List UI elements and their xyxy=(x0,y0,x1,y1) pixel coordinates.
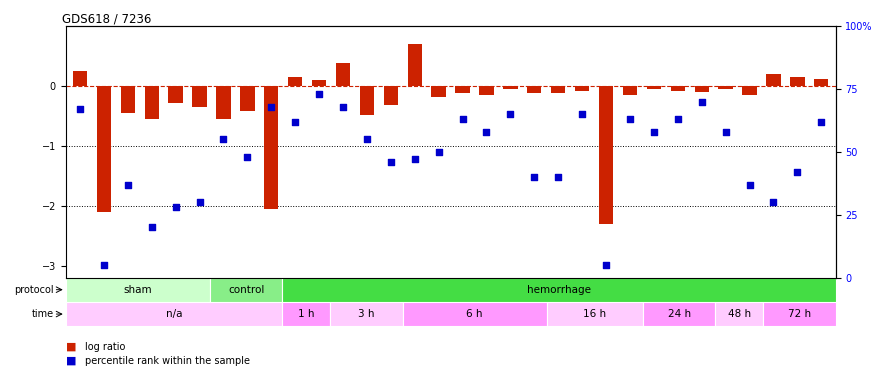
Bar xyxy=(790,77,804,86)
Bar xyxy=(455,86,470,93)
Bar xyxy=(210,278,282,302)
Point xyxy=(456,116,470,122)
Bar xyxy=(282,278,836,302)
Point xyxy=(264,104,278,110)
Bar xyxy=(575,86,590,91)
Bar xyxy=(288,77,303,86)
Bar xyxy=(97,86,111,212)
Bar xyxy=(480,86,494,95)
Point xyxy=(241,154,255,160)
Bar xyxy=(814,79,829,86)
Bar xyxy=(718,86,732,89)
Bar xyxy=(282,302,331,326)
Bar xyxy=(383,86,398,105)
Point xyxy=(431,149,445,155)
Bar xyxy=(360,86,374,115)
Point xyxy=(408,156,422,162)
Point xyxy=(551,174,565,180)
Bar xyxy=(431,86,446,97)
Text: n/a: n/a xyxy=(165,309,182,319)
Bar xyxy=(169,86,183,103)
Point xyxy=(144,224,158,230)
Bar xyxy=(598,86,613,224)
Bar xyxy=(551,86,565,93)
Point xyxy=(623,116,637,122)
Bar xyxy=(66,278,210,302)
Point xyxy=(192,199,206,205)
Bar xyxy=(647,86,661,89)
Point xyxy=(599,262,613,268)
Text: time: time xyxy=(31,309,53,319)
Point xyxy=(480,129,494,135)
Bar xyxy=(408,44,422,86)
Point xyxy=(743,182,757,188)
Point xyxy=(647,129,661,135)
Bar xyxy=(192,86,206,107)
Point xyxy=(312,91,326,97)
Text: ■: ■ xyxy=(66,356,76,366)
Point xyxy=(97,262,111,268)
Point xyxy=(360,136,374,142)
Bar xyxy=(766,74,780,86)
Point xyxy=(671,116,685,122)
Text: GDS618 / 7236: GDS618 / 7236 xyxy=(62,12,151,25)
Point xyxy=(73,106,87,112)
Bar xyxy=(623,86,637,95)
Bar xyxy=(121,86,135,113)
Bar xyxy=(264,86,278,209)
Text: 3 h: 3 h xyxy=(358,309,374,319)
Text: 24 h: 24 h xyxy=(668,309,690,319)
Point xyxy=(695,99,709,105)
Text: ■: ■ xyxy=(66,342,76,352)
Point xyxy=(336,104,350,110)
Bar xyxy=(763,302,836,326)
Text: 16 h: 16 h xyxy=(584,309,606,319)
Bar xyxy=(312,80,326,86)
Point xyxy=(528,174,542,180)
Bar xyxy=(716,302,763,326)
Bar xyxy=(216,86,231,119)
Bar xyxy=(527,86,542,93)
Point xyxy=(384,159,398,165)
Text: 1 h: 1 h xyxy=(298,309,314,319)
Point xyxy=(815,119,829,125)
Bar xyxy=(503,86,518,89)
Bar xyxy=(643,302,716,326)
Point xyxy=(121,182,135,188)
Bar xyxy=(695,86,709,92)
Bar xyxy=(402,302,547,326)
Point xyxy=(766,199,780,205)
Bar xyxy=(742,86,757,95)
Bar xyxy=(336,63,350,86)
Text: hemorrhage: hemorrhage xyxy=(527,285,591,295)
Text: log ratio: log ratio xyxy=(85,342,125,352)
Bar xyxy=(73,71,88,86)
Point xyxy=(503,111,517,117)
Text: 48 h: 48 h xyxy=(728,309,751,319)
Bar xyxy=(144,86,159,119)
Bar xyxy=(547,302,643,326)
Point xyxy=(288,119,302,125)
Bar xyxy=(241,86,255,111)
Text: control: control xyxy=(228,285,264,295)
Point xyxy=(169,204,183,210)
Text: 6 h: 6 h xyxy=(466,309,483,319)
Text: sham: sham xyxy=(123,285,152,295)
Bar xyxy=(670,86,685,91)
Bar xyxy=(331,302,402,326)
Bar xyxy=(66,302,282,326)
Text: 72 h: 72 h xyxy=(788,309,811,319)
Text: percentile rank within the sample: percentile rank within the sample xyxy=(85,356,250,366)
Point xyxy=(718,129,732,135)
Point xyxy=(575,111,589,117)
Text: protocol: protocol xyxy=(14,285,53,295)
Point xyxy=(216,136,230,142)
Point xyxy=(790,169,804,175)
